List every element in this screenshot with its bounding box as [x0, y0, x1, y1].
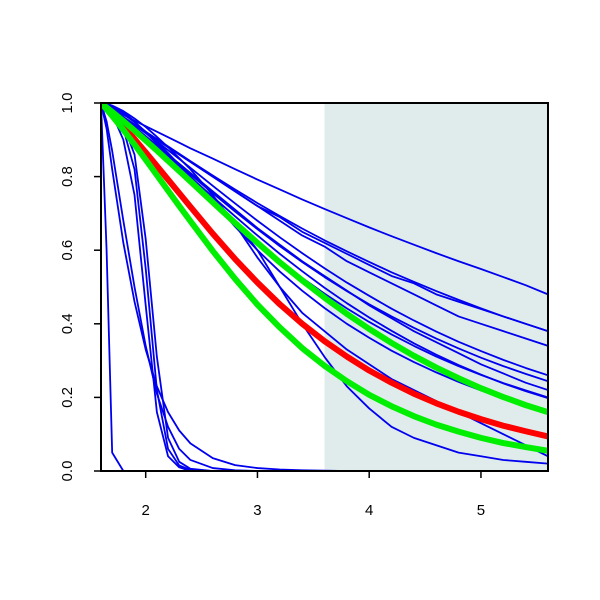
series-line-sample-14 [101, 103, 548, 413]
x-tick-label: 4 [365, 502, 373, 519]
y-tick-label: 0.2 [59, 387, 76, 408]
series-line-sample-2 [101, 103, 548, 471]
series-line-sample-4 [101, 103, 548, 471]
y-tick-label: 0.8 [59, 166, 76, 187]
series-line-sample-15 [101, 103, 548, 333]
series-line-highlight-red-18 [101, 103, 548, 440]
x-tick-label: 3 [253, 502, 261, 519]
x-tick-label: 5 [477, 502, 485, 519]
series-line-sample-3 [101, 103, 548, 471]
y-tick-label: 1.0 [59, 93, 76, 114]
series-line-sample-5 [101, 103, 548, 471]
series-line-sample-8 [101, 103, 548, 296]
y-tick-label: 0.0 [59, 461, 76, 482]
series-line-sample-1 [101, 103, 548, 471]
y-tick-label: 0.4 [59, 313, 76, 334]
y-tick-label: 0.6 [59, 240, 76, 261]
plot-frame [100, 102, 549, 472]
axes-layer: 2 3 4 5 0.0 0.2 0.4 0.6 0.8 1.0 [59, 93, 549, 519]
series-line-highlight-green-20 [101, 103, 548, 454]
shaded-region-layer [324, 103, 548, 471]
series-layer [101, 103, 548, 471]
x-tick-label: 2 [142, 502, 150, 519]
series-line-highlight-green-19 [101, 103, 548, 416]
shaded-region [324, 103, 548, 471]
